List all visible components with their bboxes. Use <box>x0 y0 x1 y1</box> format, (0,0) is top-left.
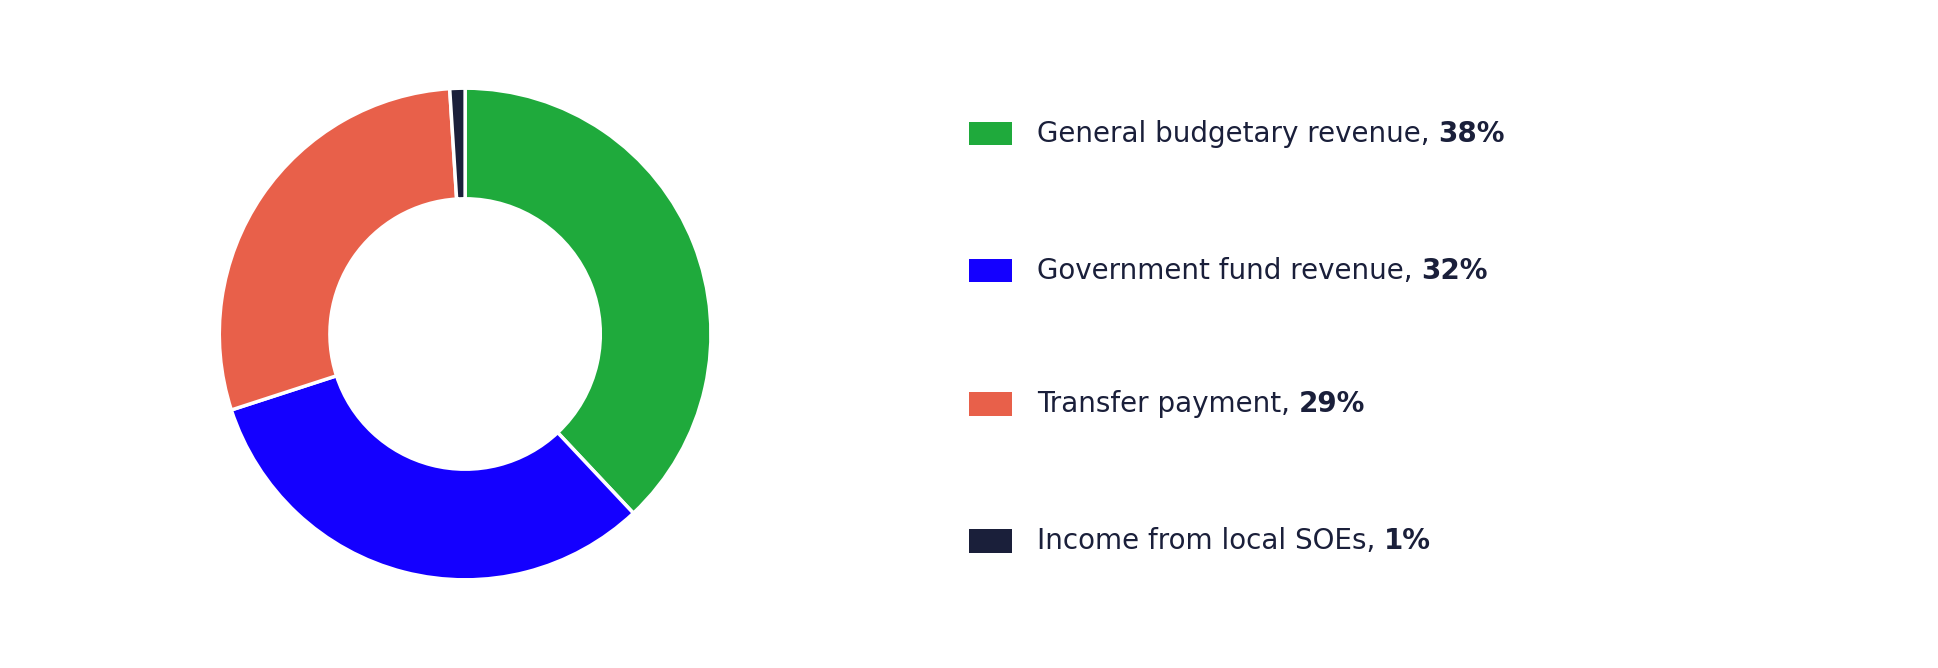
Text: 32%: 32% <box>1421 257 1488 285</box>
Text: Income from local SOEs,: Income from local SOEs, <box>1037 527 1384 555</box>
Text: Transfer payment,: Transfer payment, <box>1037 390 1298 418</box>
Text: General budgetary revenue,: General budgetary revenue, <box>1037 120 1438 148</box>
Wedge shape <box>219 89 457 410</box>
Text: 29%: 29% <box>1298 390 1364 418</box>
Text: 38%: 38% <box>1438 120 1504 148</box>
Wedge shape <box>450 88 465 199</box>
Text: 1%: 1% <box>1384 527 1430 555</box>
Wedge shape <box>465 88 711 513</box>
Text: Government fund revenue,: Government fund revenue, <box>1037 257 1421 285</box>
Wedge shape <box>231 376 634 580</box>
